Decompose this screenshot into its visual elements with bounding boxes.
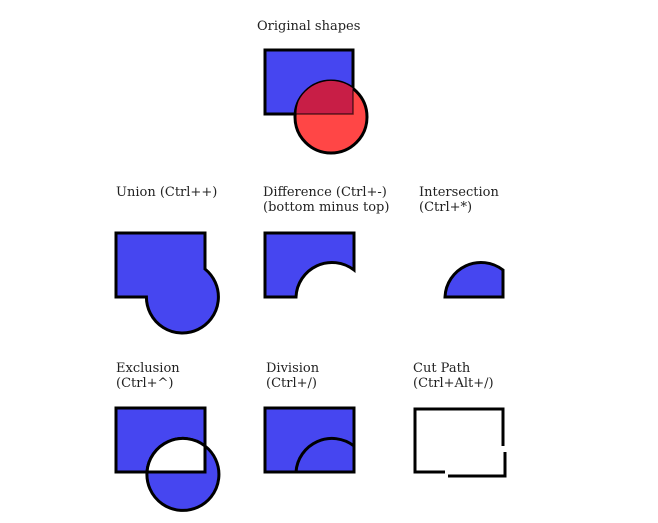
intersection-label-line2: (Ctrl+*) <box>419 200 472 215</box>
difference-label-line2: (bottom minus top) <box>263 200 389 215</box>
intersection-label-line1: Intersection <box>419 185 499 200</box>
exclusion-circle-part <box>145 442 221 512</box>
difference-group: Difference (Ctrl+-) (bottom minus top) <box>263 185 389 299</box>
difference-shape <box>263 231 356 299</box>
original-shapes-label: Original shapes <box>257 19 360 34</box>
intersection-shape <box>443 260 505 299</box>
union-shape <box>114 231 220 335</box>
division-label-line2: (Ctrl+/) <box>266 376 317 391</box>
exclusion-hole <box>145 436 207 474</box>
cut-path-group: Cut Path (Ctrl+Alt+/) <box>413 361 507 478</box>
exclusion-label-line1: Exclusion <box>116 361 180 376</box>
cut-path-label-line1: Cut Path <box>413 361 471 376</box>
difference-label-line1: Difference (Ctrl+-) <box>263 185 387 200</box>
exclusion-group: Exclusion (Ctrl+^) <box>114 361 221 512</box>
cut-path-label-line2: (Ctrl+Alt+/) <box>413 376 494 391</box>
cut-path-segment-corner <box>448 452 507 478</box>
union-group: Union (Ctrl++) <box>114 185 220 335</box>
cut-path-segment-main <box>413 407 505 474</box>
original-overlap-edge <box>296 88 354 115</box>
original-shapes-group: Original shapes <box>257 19 369 155</box>
division-group: Division (Ctrl+/) <box>263 361 356 474</box>
division-label-line1: Division <box>266 361 320 376</box>
exclusion-label-line2: (Ctrl+^) <box>116 376 173 391</box>
intersection-group: Intersection (Ctrl+*) <box>419 185 505 299</box>
original-overlap-region <box>296 80 353 114</box>
union-label: Union (Ctrl++) <box>116 185 217 200</box>
division-cut-arc <box>294 436 355 473</box>
